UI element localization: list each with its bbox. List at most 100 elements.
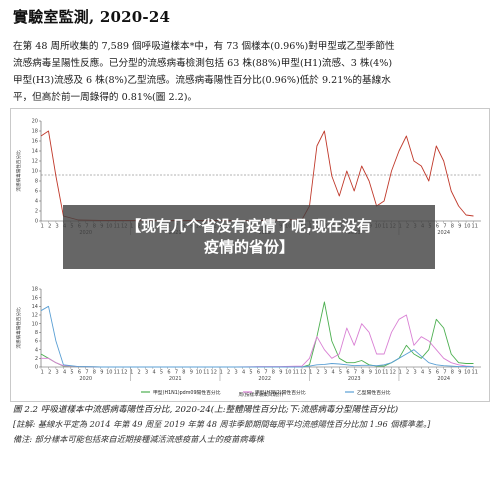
y-tick-label: 2 [35, 209, 38, 215]
figure-caption: 圖 2.2 呼吸道樣本中流感病毒陽性百分比, 2020-24(上:整體陽性百分比… [13, 405, 399, 415]
x-tick-label: 12 [121, 370, 127, 376]
x-tick-label: 5 [70, 370, 73, 376]
x-tick-label: 10 [196, 370, 202, 376]
y-axis-title: 流感病毒陽性百分比 [15, 307, 22, 349]
x-tick-label: 6 [436, 224, 439, 230]
x-tick-label: 7 [264, 370, 267, 376]
paragraph-line: 甲型(H3)流感及 6 株(8%)乙型流感。流感病毒陽性百分比(0.96%)低於… [13, 75, 391, 86]
y-tick-label: 16 [32, 295, 38, 301]
x-tick-label: 3 [324, 370, 327, 376]
x-tick-label: 1 [41, 224, 44, 230]
x-tick-label: 11 [382, 370, 388, 376]
x-tick-label: 7 [175, 370, 178, 376]
y-tick-label: 8 [35, 179, 38, 185]
x-tick-label: 2 [138, 370, 141, 376]
x-tick-label: 11 [114, 370, 120, 376]
x-tick-label: 4 [331, 370, 334, 376]
year-label: 2021 [169, 376, 182, 382]
paragraph-line: 流感病毒呈陽性反應。已分型的流感病毒檢測包括 63 株(88%)甲型(H1)流感… [13, 58, 393, 69]
legend-label: 乙型陽性百分比 [357, 389, 391, 396]
x-tick-label: 7 [443, 370, 446, 376]
x-axis-title: 周(按樣本收集日期計) [239, 391, 284, 398]
y-tick-label: 8 [35, 330, 38, 336]
x-tick-label: 2 [48, 224, 51, 230]
x-tick-label: 9 [458, 370, 461, 376]
x-tick-label: 2 [48, 370, 51, 376]
x-tick-label: 5 [339, 370, 342, 376]
promo-banner-overlay[interactable]: 【现有几个省没有疫情了呢,现在没有 疫情的省份】 [63, 205, 435, 269]
page-title: 實驗室監測, 2020-24 [13, 8, 171, 26]
x-tick-label: 6 [346, 370, 349, 376]
x-tick-label: 1 [220, 370, 223, 376]
x-tick-label: 12 [211, 370, 217, 376]
x-tick-label: 8 [361, 370, 364, 376]
y-tick-label: 2 [35, 356, 38, 362]
x-tick-label: 2 [317, 370, 320, 376]
x-tick-label: 4 [152, 370, 155, 376]
y-tick-label: 0 [35, 219, 38, 225]
x-tick-label: 3 [235, 370, 238, 376]
x-tick-label: 11 [293, 370, 299, 376]
y-tick-label: 12 [32, 313, 38, 319]
x-tick-label: 12 [300, 370, 306, 376]
x-tick-label: 7 [354, 370, 357, 376]
x-tick-label: 1 [309, 370, 312, 376]
y-tick-label: 12 [32, 159, 38, 165]
series-line-1 [41, 314, 474, 368]
x-tick-label: 4 [421, 370, 424, 376]
year-label: 2023 [348, 376, 361, 382]
series-line-0 [40, 301, 474, 368]
y-tick-label: 18 [32, 287, 38, 293]
x-tick-label: 11 [472, 370, 478, 376]
overlay-line-1: 【现有几个省没有疫情了呢,现在没有 [126, 217, 372, 235]
x-tick-label: 3 [413, 370, 416, 376]
x-tick-label: 12 [390, 370, 396, 376]
x-tick-label: 1 [130, 370, 133, 376]
x-tick-label: 8 [451, 370, 454, 376]
x-tick-label: 6 [436, 370, 439, 376]
y-tick-label: 4 [35, 347, 38, 353]
x-tick-label: 5 [428, 370, 431, 376]
y-tick-label: 20 [32, 119, 38, 125]
x-tick-label: 4 [63, 370, 66, 376]
y-tick-label: 18 [32, 129, 38, 135]
x-tick-label: 10 [285, 370, 291, 376]
x-tick-label: 9 [369, 370, 372, 376]
x-tick-label: 8 [272, 370, 275, 376]
x-tick-label: 6 [257, 370, 260, 376]
x-tick-label: 7 [85, 370, 88, 376]
x-tick-label: 9 [100, 370, 103, 376]
year-label: 2020 [79, 376, 92, 382]
summary-paragraph: 在第 48 周所收集的 7,589 個呼吸道樣本*中，有 73 個樣本(0.96… [13, 38, 487, 106]
series-line-2 [40, 305, 474, 368]
paragraph-line: 在第 48 周所收集的 7,589 個呼吸道樣本*中，有 73 個樣本(0.96… [13, 41, 395, 52]
x-tick-label: 10 [464, 370, 470, 376]
x-tick-label: 10 [106, 370, 112, 376]
x-tick-label: 6 [167, 370, 170, 376]
x-tick-label: 5 [249, 370, 252, 376]
x-tick-label: 9 [279, 370, 282, 376]
x-tick-label: 3 [145, 370, 148, 376]
x-tick-label: 3 [56, 370, 59, 376]
y-tick-label: 4 [35, 199, 38, 205]
x-tick-label: 10 [375, 370, 381, 376]
year-label: 2024 [437, 230, 450, 236]
x-tick-label: 8 [451, 224, 454, 230]
x-tick-label: 6 [78, 370, 81, 376]
x-tick-label: 11 [472, 224, 478, 230]
y-tick-label: 10 [32, 169, 38, 175]
y-tick-label: 0 [35, 365, 38, 371]
x-tick-label: 11 [203, 370, 209, 376]
y-tick-label: 14 [32, 304, 38, 310]
legend-label: 甲型(H1N1)pdm09陽性百分比 [153, 389, 221, 396]
y-tick-label: 6 [35, 189, 38, 195]
paragraph-line: 平，但高於前一周錄得的 0.81%(圖 2.2)。 [13, 92, 198, 103]
legend-label: 甲型(H3N2)陽性百分比 [255, 389, 306, 396]
x-tick-label: 3 [56, 224, 59, 230]
x-tick-label: 1 [41, 370, 44, 376]
year-label: 2022 [258, 376, 271, 382]
figure-note: [註解: 基線水平定為 2014 年第 49 周至 2019 年第 48 周非季… [13, 419, 431, 429]
x-tick-label: 2 [227, 370, 230, 376]
x-tick-label: 9 [458, 224, 461, 230]
x-tick-label: 9 [190, 370, 193, 376]
